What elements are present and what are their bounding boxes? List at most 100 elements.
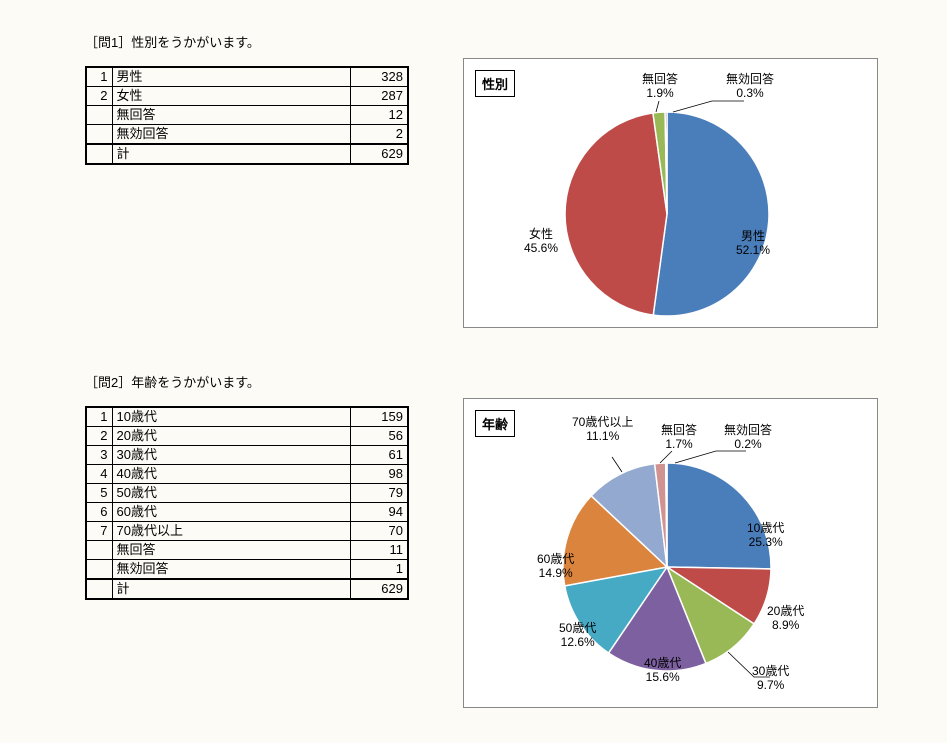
row-index: 6 xyxy=(86,503,112,522)
leader-line xyxy=(673,101,744,112)
row-label: 女性 xyxy=(112,87,350,106)
row-value: 1 xyxy=(350,560,408,580)
table-row: 2女性287 xyxy=(86,87,408,106)
leader-line xyxy=(656,101,659,112)
row-value: 629 xyxy=(350,144,408,164)
pie-label-name: 男性 xyxy=(736,229,770,243)
row-index: 1 xyxy=(86,67,112,87)
pie-label-name: 50歳代 xyxy=(559,621,596,635)
row-label: 無効回答 xyxy=(112,125,350,145)
pie-label-pct: 11.1% xyxy=(572,429,633,443)
pie-label-pct: 52.1% xyxy=(736,243,770,257)
pie-label: 70歳代以上11.1% xyxy=(572,415,633,443)
pie-label: 30歳代9.7% xyxy=(752,664,789,692)
pie-label-pct: 0.3% xyxy=(726,86,774,100)
pie-label-name: 20歳代 xyxy=(767,604,804,618)
row-label: 30歳代 xyxy=(112,446,350,465)
leader-line xyxy=(612,457,622,472)
table-row: 無回答12 xyxy=(86,106,408,125)
pie-label: 無効回答0.3% xyxy=(726,72,774,100)
row-index: 3 xyxy=(86,446,112,465)
q2-title: ［問2］年齢をうかがいます。 xyxy=(85,372,260,391)
row-value: 159 xyxy=(350,407,408,427)
pie-label-pct: 9.7% xyxy=(752,678,789,692)
row-value: 61 xyxy=(350,446,408,465)
pie-label-name: 無効回答 xyxy=(724,423,772,437)
q2-table: 110歳代159220歳代56330歳代61440歳代98550歳代79660歳… xyxy=(85,406,409,600)
row-label: 20歳代 xyxy=(112,427,350,446)
row-label: 男性 xyxy=(112,67,350,87)
pie-label: 10歳代25.3% xyxy=(747,521,784,549)
table-row: 無効回答1 xyxy=(86,560,408,580)
row-value: 2 xyxy=(350,125,408,145)
row-index xyxy=(86,106,112,125)
pie-label: 無回答1.9% xyxy=(642,72,678,100)
table-row: 550歳代79 xyxy=(86,484,408,503)
pie-label-name: 無効回答 xyxy=(726,72,774,86)
row-label: 無効回答 xyxy=(112,560,350,580)
pie-label: 無回答1.7% xyxy=(661,423,697,451)
row-label: 無回答 xyxy=(112,106,350,125)
pie-slice xyxy=(565,113,667,315)
pie-label-name: 40歳代 xyxy=(644,656,681,670)
row-index xyxy=(86,541,112,560)
table-total-row: 計629 xyxy=(86,579,408,599)
row-label: 60歳代 xyxy=(112,503,350,522)
pie-label-name: 無回答 xyxy=(661,423,697,437)
table-row: 1男性328 xyxy=(86,67,408,87)
pie-label-pct: 15.6% xyxy=(644,670,681,684)
pie-slice xyxy=(667,463,771,569)
row-value: 94 xyxy=(350,503,408,522)
q1-title: ［問1］性別をうかがいます。 xyxy=(85,32,260,51)
pie-label-pct: 0.2% xyxy=(724,437,772,451)
row-value: 56 xyxy=(350,427,408,446)
table-row: 440歳代98 xyxy=(86,465,408,484)
leader-line xyxy=(660,451,672,463)
row-label: 計 xyxy=(112,579,350,599)
row-value: 12 xyxy=(350,106,408,125)
row-value: 328 xyxy=(350,67,408,87)
q1-chart: 性別 男性52.1%女性45.6%無回答1.9%無効回答0.3% xyxy=(463,58,878,328)
table-row: 無効回答2 xyxy=(86,125,408,145)
pie-label-name: 無回答 xyxy=(642,72,678,86)
row-value: 98 xyxy=(350,465,408,484)
table-row: 660歳代94 xyxy=(86,503,408,522)
pie-label-pct: 8.9% xyxy=(767,618,804,632)
row-label: 70歳代以上 xyxy=(112,522,350,541)
pie-label-name: 60歳代 xyxy=(537,552,574,566)
row-label: 10歳代 xyxy=(112,407,350,427)
row-index xyxy=(86,560,112,580)
row-index: 2 xyxy=(86,427,112,446)
pie-label-pct: 14.9% xyxy=(537,566,574,580)
pie-label-pct: 25.3% xyxy=(747,535,784,549)
row-value: 11 xyxy=(350,541,408,560)
pie-label: 女性45.6% xyxy=(524,227,558,255)
row-index: 5 xyxy=(86,484,112,503)
pie-label-name: 70歳代以上 xyxy=(572,415,633,429)
pie-label: 50歳代12.6% xyxy=(559,621,596,649)
table-row: 無回答11 xyxy=(86,541,408,560)
pie-label-pct: 1.9% xyxy=(642,86,678,100)
pie-label: 20歳代8.9% xyxy=(767,604,804,632)
pie-label-name: 30歳代 xyxy=(752,664,789,678)
row-value: 70 xyxy=(350,522,408,541)
q2-chart: 年齢 10歳代25.3%20歳代8.9%30歳代9.7%40歳代15.6%50歳… xyxy=(463,398,878,708)
row-index xyxy=(86,144,112,164)
row-index: 7 xyxy=(86,522,112,541)
row-label: 無回答 xyxy=(112,541,350,560)
pie-label-name: 10歳代 xyxy=(747,521,784,535)
row-index: 4 xyxy=(86,465,112,484)
row-value: 629 xyxy=(350,579,408,599)
row-value: 79 xyxy=(350,484,408,503)
row-index: 2 xyxy=(86,87,112,106)
pie-label-pct: 45.6% xyxy=(524,241,558,255)
row-index xyxy=(86,579,112,599)
pie-label: 男性52.1% xyxy=(736,229,770,257)
pie-label-pct: 1.7% xyxy=(661,437,697,451)
table-total-row: 計629 xyxy=(86,144,408,164)
row-index: 1 xyxy=(86,407,112,427)
pie-label: 40歳代15.6% xyxy=(644,656,681,684)
row-value: 287 xyxy=(350,87,408,106)
pie-label-name: 女性 xyxy=(524,227,558,241)
pie-label: 60歳代14.9% xyxy=(537,552,574,580)
